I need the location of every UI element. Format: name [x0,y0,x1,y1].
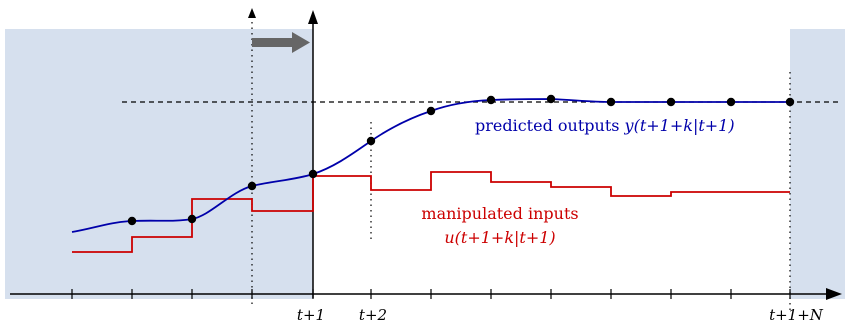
tick-label-t-plus-1: t+1 [297,306,325,324]
past-region [5,29,313,299]
tick-label-t-plus-2: t+2 [359,306,387,324]
predicted-outputs-curve [71,98,790,233]
right-arrow-icon [252,32,310,53]
manipulated-inputs-label: manipulated inputs [421,204,578,223]
current-time-arrowhead [308,10,318,24]
manipulated-inputs-math: u(t+1+k|t+1) [444,228,555,247]
tick-label-t-plus-1-plus-n: t+1+N [769,306,824,324]
previous-time-arrowhead [248,8,256,18]
time-axis-arrowhead [826,288,842,300]
output-sample-points [127,94,795,226]
predicted-outputs-label: predicted outputs y(t+1+k|t+1) [475,116,735,135]
time-ticks [71,289,791,299]
beyond-horizon-region [790,29,845,299]
